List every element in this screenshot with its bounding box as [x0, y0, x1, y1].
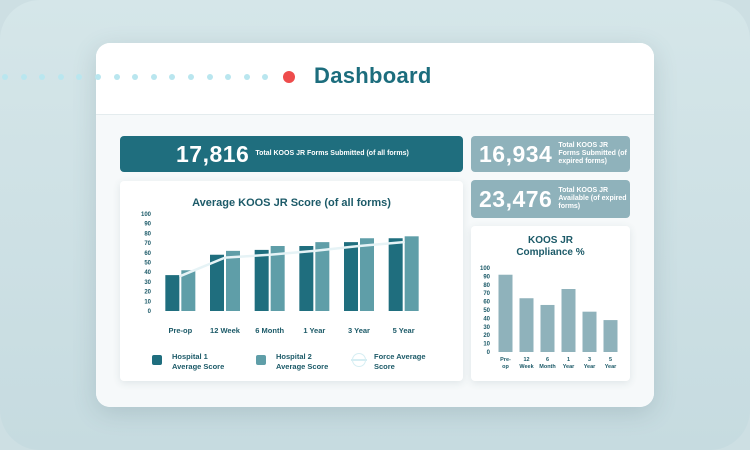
y-tick-label: 90	[483, 274, 490, 280]
y-tick-label: 60	[144, 251, 151, 257]
x-tick-label: 1	[567, 357, 570, 363]
x-tick-label: op	[502, 364, 509, 370]
x-tick-label: Pre-op	[168, 326, 192, 335]
legend-force-icon	[352, 353, 366, 367]
y-tick-label: 100	[141, 212, 152, 218]
x-tick-label: Year	[584, 364, 596, 370]
timeline-dot	[95, 74, 101, 80]
timeline-dot	[132, 74, 138, 80]
page-title: Dashboard	[314, 63, 432, 89]
bar-hospital2	[181, 270, 195, 311]
stat-total-value: 17,816	[176, 141, 249, 168]
timeline-dot	[169, 74, 175, 80]
x-tick-label: 5 Year	[393, 326, 415, 335]
x-tick-label: Pre-	[500, 357, 511, 363]
x-tick-label: 12 Week	[210, 326, 241, 335]
y-tick-label: 80	[483, 283, 490, 289]
timeline-dot	[58, 74, 64, 80]
bar-hospital1	[165, 275, 179, 311]
stat-available-value: 23,476	[479, 186, 552, 213]
legend-force-label: Force Average Score	[374, 352, 436, 372]
timeline-dot	[151, 74, 157, 80]
y-tick-label: 80	[144, 231, 151, 237]
y-tick-label: 10	[144, 299, 151, 305]
timeline-dot	[114, 74, 120, 80]
stat-total-forms: 17,816 Total KOOS JR Forms Submitted (of…	[120, 136, 463, 172]
bar-hospital2	[271, 246, 285, 311]
y-tick-label: 30	[483, 325, 490, 331]
average-score-chart: 0 10 20 30 40 50 60 70 80 90 100 Pre-op 12 Week 6 Mon…	[120, 181, 463, 381]
bar-hospital1	[344, 242, 358, 311]
bar-hospital1	[389, 238, 403, 311]
y-tick-label: 30	[144, 280, 151, 286]
timeline-dot	[76, 74, 82, 80]
y-tick-label: 60	[483, 300, 490, 306]
timeline-dot	[225, 74, 231, 80]
timeline-dot	[2, 74, 8, 80]
y-tick-label: 100	[480, 266, 491, 272]
x-tick-label: 1 Year	[303, 326, 325, 335]
bar-compliance	[562, 289, 576, 352]
legend-hospital1-swatch	[152, 355, 162, 365]
bar-hospital2	[360, 238, 374, 311]
bar-compliance	[583, 312, 597, 352]
x-tick-label: 5	[609, 357, 612, 363]
stat-expired-forms: 16,934 Total KOOS JR Forms Submitted (of…	[471, 136, 630, 172]
x-tick-label: Month	[539, 364, 556, 370]
timeline-dot	[244, 74, 250, 80]
stat-available-label: Total KOOS JR Available (of expired form…	[558, 187, 630, 211]
bar-hospital1	[299, 246, 313, 311]
y-tick-label: 50	[144, 261, 151, 267]
stat-total-label: Total KOOS JR Forms Submitted (of all fo…	[255, 150, 409, 158]
bar-compliance	[604, 320, 618, 352]
bar-compliance	[541, 305, 555, 352]
bar-compliance	[499, 275, 513, 352]
x-tick-label: 6 Month	[255, 326, 284, 335]
x-tick-label: 3 Year	[348, 326, 370, 335]
y-tick-label: 40	[144, 270, 151, 276]
timeline-dot	[262, 74, 268, 80]
timeline-dot	[21, 74, 27, 80]
y-tick-label: 70	[144, 241, 151, 247]
legend-hospital2: Hospital 2 Average Score	[256, 352, 338, 372]
y-tick-label: 0	[487, 350, 491, 356]
legend-hospital1-label: Hospital 1 Average Score	[172, 352, 234, 372]
stat-expired-value: 16,934	[479, 141, 552, 168]
y-tick-label: 10	[483, 342, 490, 348]
bar-compliance	[520, 298, 534, 352]
legend-hospital2-label: Hospital 2 Average Score	[276, 352, 338, 372]
bar-hospital2	[315, 242, 329, 311]
stat-available-forms: 23,476 Total KOOS JR Available (of expir…	[471, 180, 630, 218]
y-tick-label: 70	[483, 291, 490, 297]
stat-expired-label: Total KOOS JR Forms Submitted (of expire…	[558, 142, 630, 166]
bar-hospital2	[226, 251, 240, 311]
y-tick-label: 90	[144, 222, 151, 228]
timeline-dot	[207, 74, 213, 80]
legend-force: Force Average Score	[352, 352, 436, 372]
x-tick-label: 3	[588, 357, 591, 363]
legend-hospital2-swatch	[256, 355, 266, 365]
x-tick-label: Year	[563, 364, 575, 370]
timeline-dot	[188, 74, 194, 80]
x-tick-label: Year	[605, 364, 617, 370]
y-tick-label: 20	[483, 333, 490, 339]
y-tick-label: 20	[144, 290, 151, 296]
chart-legend: Hospital 1 Average Score Hospital 2 Aver…	[148, 352, 448, 376]
bar-hospital1	[255, 250, 269, 311]
y-tick-label: 40	[483, 316, 490, 322]
bar-hospital2	[405, 236, 419, 311]
x-tick-label: 6	[546, 357, 549, 363]
y-tick-label: 50	[483, 308, 490, 314]
timeline-dots	[0, 72, 290, 82]
y-tick-label: 0	[148, 309, 152, 315]
x-tick-label: Week	[519, 364, 534, 370]
legend-hospital1: Hospital 1 Average Score	[152, 352, 234, 372]
status-dot-icon	[283, 71, 295, 83]
x-tick-label: 12	[523, 357, 529, 363]
timeline-dot	[39, 74, 45, 80]
